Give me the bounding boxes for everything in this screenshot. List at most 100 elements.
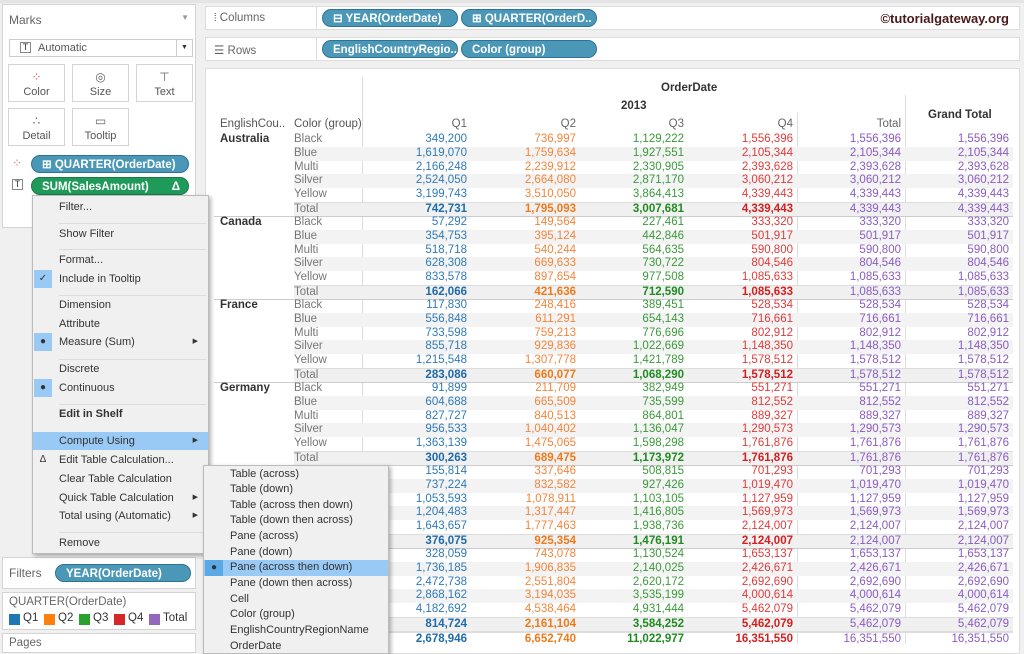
submenu-item[interactable]: Table (down) — [204, 482, 388, 498]
group-divider — [214, 215, 1013, 217]
value-cell: 3,060,212 — [849, 174, 901, 187]
submenu-item[interactable]: OrderDate — [204, 639, 388, 654]
submenu-item[interactable]: Color (group) — [204, 607, 388, 623]
legend-swatch[interactable] — [114, 614, 125, 625]
legend-swatch[interactable] — [44, 614, 55, 625]
value-cell: 1,317,447 — [524, 506, 576, 519]
submenu-item[interactable]: Pane (across) — [204, 529, 388, 545]
submenu-item-label: OrderDate — [230, 639, 282, 652]
submenu-item[interactable]: Table (across) — [204, 467, 388, 483]
menu-item-dimension[interactable]: Dimension — [33, 296, 208, 314]
value-cell: 382,949 — [642, 381, 684, 394]
submenu-item[interactable]: Pane (down then across) — [204, 576, 388, 592]
menu-item-clear-table-calculation[interactable]: Clear Table Calculation — [33, 470, 208, 488]
submenu-item[interactable]: Table (down then across) — [204, 513, 388, 529]
value-cell: 162,066 — [425, 286, 467, 299]
submenu-item[interactable]: ● Pane (across then down) — [204, 560, 388, 577]
menu-item-include-in-tooltip[interactable]: ✓ Include in Tooltip — [33, 270, 208, 288]
legend-item-label[interactable]: Q4 — [128, 612, 144, 624]
value-cell: 776,696 — [642, 326, 684, 339]
menu-item-quick-table-calculation[interactable]: Quick Table Calculation ▶ — [33, 489, 208, 507]
menu-item-total-using[interactable]: Total using (Automatic) ▶ — [33, 507, 208, 525]
crosstab-view: OrderDate 2013 Grand Total EnglishCou.. … — [205, 68, 1020, 654]
legend-swatch[interactable] — [9, 614, 20, 625]
menu-item-filter[interactable]: Filter... — [33, 198, 208, 216]
quarter-column-pill[interactable]: ⊞ QUARTER(OrderD.. — [461, 9, 597, 27]
mark-type-dropdown[interactable]: T Automatic ▼ — [9, 39, 193, 57]
menu-item-compute-using[interactable]: Compute Using ▶ — [33, 432, 208, 450]
text-mark-icon: T — [20, 42, 31, 53]
submenu-item[interactable]: Pane (down) — [204, 545, 388, 561]
value-cell: 3,510,050 — [524, 188, 576, 201]
value-cell: 227,461 — [642, 215, 684, 228]
legend-item-label[interactable]: Total — [163, 612, 188, 624]
value-cell: 1,761,876 — [849, 452, 901, 465]
color-group-label: Yellow — [294, 437, 327, 450]
menu-item-label: Format... — [59, 254, 104, 266]
table-row: Multi 733,598 759,213 776,696 802,912 802,912… — [294, 327, 1013, 341]
marks-menu-arrow-icon[interactable]: ▼ — [181, 13, 189, 22]
grand-total-cell: 6,652,740 — [524, 632, 576, 645]
menu-item-show-filter[interactable]: Show Filter — [33, 225, 208, 243]
header-vline — [362, 77, 363, 133]
menu-item-measure-sum[interactable]: ● Measure (Sum) ▶ — [33, 333, 208, 351]
menu-item-format[interactable]: Format... — [33, 251, 208, 269]
value-cell: 1,085,633 — [957, 286, 1009, 299]
value-cell: 1,578,512 — [741, 354, 793, 367]
value-cell: 1,653,137 — [741, 547, 793, 560]
checkmark-icon: ✓ — [34, 270, 52, 288]
value-cell: 1,040,402 — [524, 423, 576, 436]
quarter-pill[interactable]: ⊞ QUARTER(OrderDate) — [31, 155, 189, 173]
value-cell: 733,598 — [425, 326, 467, 339]
menu-item-discrete[interactable]: Discrete — [33, 360, 208, 378]
submenu-item[interactable]: Table (across then down) — [204, 498, 388, 514]
detail-button[interactable]: ∴ Detail — [8, 108, 65, 146]
value-cell: 2,124,007 — [957, 520, 1009, 533]
value-cell: 1,103,105 — [632, 492, 684, 505]
value-cell: 1,129,222 — [632, 133, 684, 145]
size-button[interactable]: ◎ Size — [72, 64, 129, 102]
value-cell: 735,599 — [642, 395, 684, 408]
table-row: 155,814 337,646 508,815 701,293 701,293 701,2… — [294, 465, 1013, 479]
pill-context-menu: Filter... Show Filter Format... ✓ Include in… — [32, 195, 209, 554]
sum-salesamount-pill[interactable]: SUM(SalesAmount) Δ — [31, 177, 189, 195]
grand-total-cell: 16,351,550 — [843, 632, 901, 645]
legend-swatch[interactable] — [149, 614, 160, 625]
value-cell: 528,534 — [859, 298, 901, 311]
legend-swatch[interactable] — [79, 614, 90, 625]
value-cell: 3,007,681 — [632, 203, 684, 216]
value-cell: 508,815 — [642, 464, 684, 477]
menu-separator — [59, 223, 206, 224]
value-cell: 5,462,079 — [957, 618, 1009, 631]
country-row-pill[interactable]: EnglishCountryRegio.. — [322, 40, 458, 58]
text-button[interactable]: ⊤ Text — [136, 64, 193, 102]
value-cell: 5,462,079 — [849, 618, 901, 631]
menu-item-continuous[interactable]: ● Continuous — [33, 379, 208, 397]
color-button[interactable]: ⁘ Color — [8, 64, 65, 102]
menu-item-edit-table-calculation[interactable]: Δ Edit Table Calculation... — [33, 451, 208, 469]
value-cell: 2,124,007 — [957, 535, 1009, 548]
tooltip-button[interactable]: ▭ Tooltip — [72, 108, 129, 146]
year-filter-label: YEAR(OrderDate) — [66, 568, 162, 580]
menu-item-edit-in-shelf[interactable]: Edit in Shelf — [33, 405, 208, 423]
value-cell: 2,330,905 — [632, 160, 684, 173]
menu-item-remove[interactable]: Remove — [33, 534, 208, 552]
color-group-row-pill[interactable]: Color (group) — [461, 40, 597, 58]
menu-item-attribute[interactable]: Attribute — [33, 315, 208, 333]
value-cell: 1,421,789 — [632, 354, 684, 367]
value-cell: 3,194,035 — [524, 589, 576, 602]
year-column-pill[interactable]: ⊟ YEAR(OrderDate) — [322, 9, 458, 27]
year-filter-pill[interactable]: YEAR(OrderDate) — [55, 564, 191, 582]
value-cell: 1,363,139 — [415, 437, 467, 450]
legend-item-label[interactable]: Q1 — [23, 612, 39, 624]
legend-item-label[interactable]: Q2 — [58, 612, 74, 624]
value-cell: 2,239,912 — [524, 160, 576, 173]
legend-item-label[interactable]: Q3 — [93, 612, 109, 624]
value-cell: 501,917 — [751, 229, 793, 242]
color-label: Color — [23, 86, 50, 98]
submenu-item[interactable]: EnglishCountryRegionName — [204, 623, 388, 639]
value-cell: 3,199,743 — [415, 188, 467, 201]
value-cell: 927,426 — [642, 478, 684, 491]
submenu-item[interactable]: Cell — [204, 592, 388, 608]
text-label: Text — [154, 86, 175, 98]
